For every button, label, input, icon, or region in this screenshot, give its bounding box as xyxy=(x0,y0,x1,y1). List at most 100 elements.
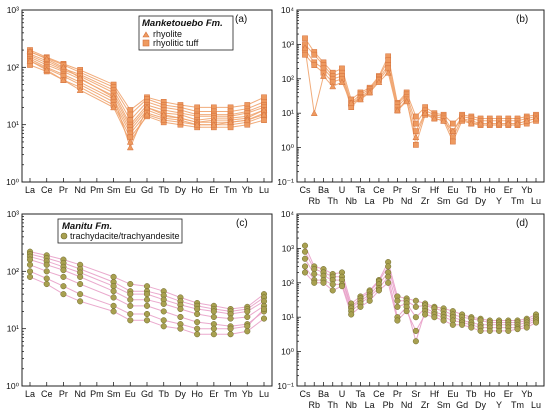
data-point-circle xyxy=(348,311,355,318)
data-point-square xyxy=(413,113,419,120)
data-point-triangle xyxy=(403,97,411,105)
panel-c: 10⁰ 10¹ 10² 10³ La Ce Pr Nd Pm Sm Eu Gd Tb Dy Ho Er Tm Y… xyxy=(6,209,273,399)
data-point-square xyxy=(311,62,318,68)
data-point-triangle xyxy=(76,86,84,93)
x-tick-label: Sm xyxy=(107,185,121,195)
data-point-circle xyxy=(110,273,117,280)
x-tick-label: Er xyxy=(504,389,513,399)
data-point-circle xyxy=(260,305,268,313)
x-tick-label: Pr xyxy=(59,389,68,399)
x-tick-label: Hf xyxy=(430,185,439,195)
y-tick-label: 10⁰ xyxy=(281,143,294,153)
x-tick-label: Y xyxy=(496,196,502,206)
data-point-triangle xyxy=(43,55,51,62)
x-tick-label: Sr xyxy=(411,389,420,399)
data-point-circle xyxy=(375,287,382,294)
x-tick-label: Eu xyxy=(125,185,136,195)
y-tick-label: 10⁰ xyxy=(281,347,294,357)
data-point-triangle xyxy=(366,88,374,96)
x-tick-label: Er xyxy=(504,185,513,195)
data-point-triangle xyxy=(193,121,201,128)
data-point-circle xyxy=(301,242,309,249)
data-point-circle xyxy=(532,319,540,326)
data-point-circle xyxy=(143,310,151,318)
panel-a-x-ticks: La Ce Pr Nd Pm Sm Eu Gd Tb Dy Ho Er Tm Yb Lu xyxy=(25,178,269,195)
data-point-circle xyxy=(477,327,484,334)
x-tick-label: Lu xyxy=(531,196,541,206)
data-point-triangle xyxy=(338,78,346,85)
data-point-triangle xyxy=(60,76,67,83)
data-point-circle xyxy=(244,328,251,335)
data-point-circle xyxy=(412,314,419,321)
x-tick-label: Rb xyxy=(308,196,320,206)
x-tick-label: La xyxy=(365,196,375,206)
x-tick-label: Nb xyxy=(345,400,357,410)
x-tick-label: Ho xyxy=(484,185,496,195)
data-point-circle xyxy=(26,273,34,280)
data-point-triangle xyxy=(227,118,234,126)
panel-b-series xyxy=(301,35,540,148)
data-point-circle xyxy=(127,281,134,288)
data-point-triangle xyxy=(357,95,364,103)
data-point-circle xyxy=(143,302,151,309)
x-tick-label: Ce xyxy=(373,185,385,195)
data-point-circle xyxy=(110,308,117,315)
x-tick-label: Ba xyxy=(318,389,329,399)
data-point-circle xyxy=(177,325,184,332)
panel-a-legend-entry-1: rhyolitic tuff xyxy=(153,38,199,48)
data-point-circle xyxy=(43,268,50,275)
data-point-triangle xyxy=(449,127,457,134)
data-point-circle xyxy=(422,311,429,318)
panel-c-legend: Manitu Fm. trachydacite/trachyandesite xyxy=(57,218,183,244)
x-tick-label: Er xyxy=(209,389,218,399)
x-tick-label: Pb xyxy=(383,196,394,206)
data-point-circle xyxy=(127,296,134,303)
data-point-circle xyxy=(394,317,401,324)
data-point-circle xyxy=(43,281,50,288)
data-point-triangle xyxy=(514,120,521,127)
data-point-triangle xyxy=(384,69,392,76)
panel-a-legend-box xyxy=(138,15,234,51)
x-tick-label: Pr xyxy=(393,185,402,195)
data-point-circle xyxy=(194,325,201,332)
x-tick-label: Yb xyxy=(242,389,253,399)
data-point-circle xyxy=(301,248,309,255)
x-tick-label: Ho xyxy=(484,389,496,399)
data-point-square xyxy=(302,35,308,42)
x-tick-label: Ho xyxy=(191,389,203,399)
y-tick-label: 10¹ xyxy=(7,324,19,334)
data-point-circle xyxy=(77,291,84,298)
data-point-circle xyxy=(329,281,336,288)
data-point-circle xyxy=(301,255,309,262)
data-point-circle xyxy=(412,327,419,334)
data-point-triangle xyxy=(421,109,429,116)
data-point-circle xyxy=(357,303,364,310)
data-point-triangle xyxy=(160,116,168,123)
data-point-square xyxy=(449,120,456,127)
data-point-triangle xyxy=(347,99,355,106)
x-tick-label: Y xyxy=(496,400,502,410)
data-point-triangle xyxy=(260,111,268,118)
panel-a-label: (a) xyxy=(235,14,247,25)
data-point-triangle xyxy=(110,93,117,101)
data-point-circle xyxy=(301,263,309,270)
data-point-circle xyxy=(210,308,217,315)
data-point-circle xyxy=(160,300,167,307)
x-tick-label: Pr xyxy=(59,185,68,195)
x-tick-label: Nd xyxy=(401,196,413,206)
data-point-circle xyxy=(177,313,184,321)
data-point-triangle xyxy=(26,47,34,55)
data-point-square xyxy=(311,51,318,58)
data-point-triangle xyxy=(310,109,318,116)
y-tick-label: 10² xyxy=(7,266,19,276)
data-point-circle xyxy=(194,331,201,338)
data-point-square xyxy=(261,117,267,123)
x-tick-label: Sm xyxy=(437,196,451,206)
x-tick-label: Hf xyxy=(430,389,439,399)
x-tick-label: Eu xyxy=(447,185,458,195)
x-tick-label: Tm xyxy=(511,196,524,206)
panel-d-label: (d) xyxy=(516,218,528,229)
data-point-circle xyxy=(260,315,268,322)
data-point-circle xyxy=(338,283,346,290)
